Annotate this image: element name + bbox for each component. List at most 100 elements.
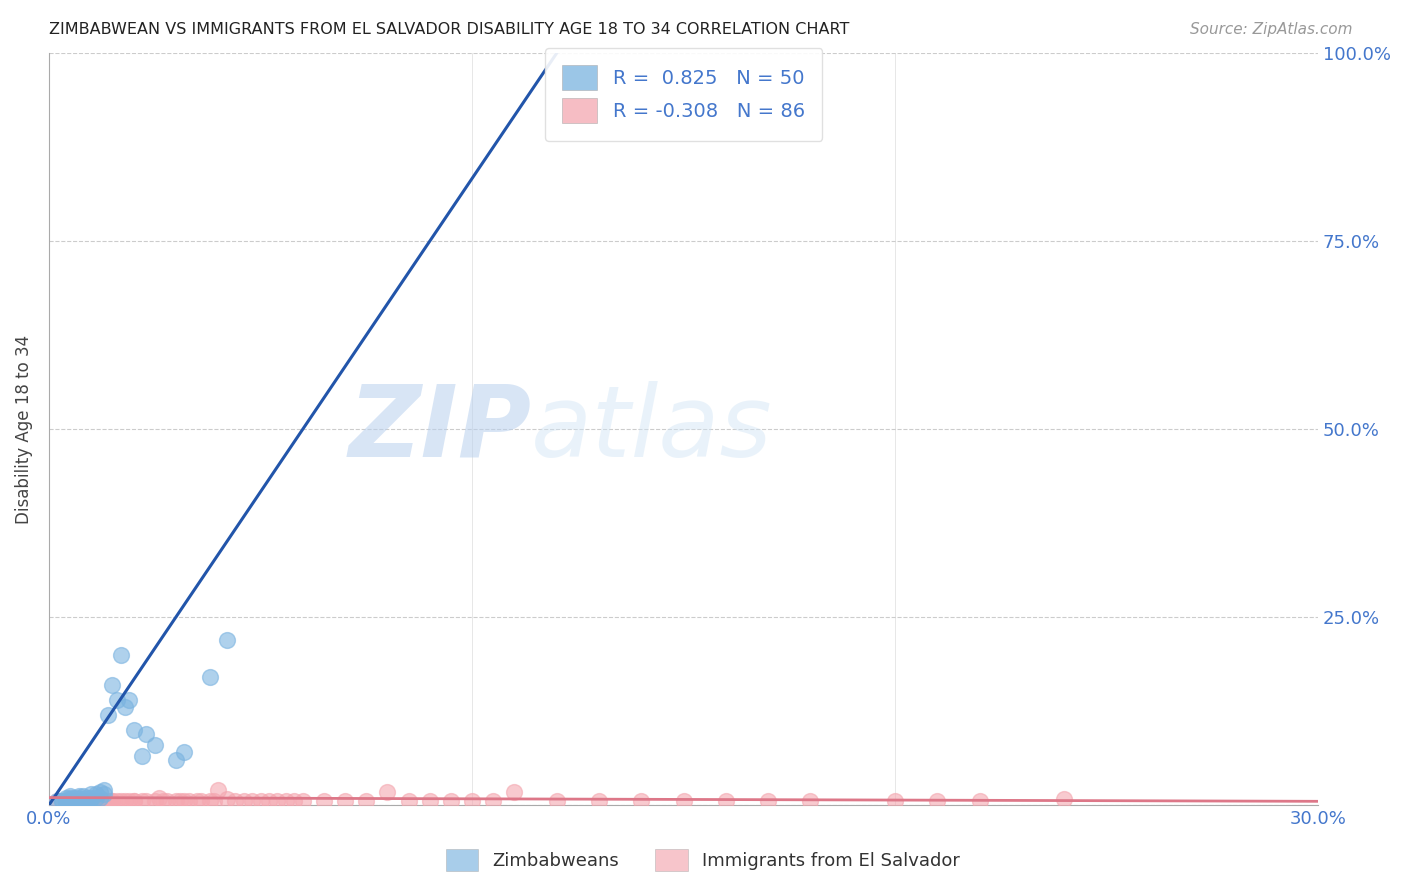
Point	[63, 794, 86, 808]
Point	[72, 789, 94, 803]
Point	[67, 792, 90, 806]
Point	[333, 794, 356, 808]
Point	[143, 794, 166, 808]
Point	[55, 794, 77, 808]
Point	[190, 794, 212, 808]
Point	[257, 794, 280, 808]
Point	[135, 726, 157, 740]
Point	[63, 794, 86, 808]
Point	[131, 749, 153, 764]
Text: ZIMBABWEAN VS IMMIGRANTS FROM EL SALVADOR DISABILITY AGE 18 TO 34 CORRELATION CH: ZIMBABWEAN VS IMMIGRANTS FROM EL SALVADO…	[49, 22, 849, 37]
Point	[588, 794, 610, 808]
Point	[59, 794, 82, 808]
Point	[89, 794, 111, 808]
Point	[80, 792, 103, 806]
Point	[969, 794, 991, 808]
Point	[165, 794, 187, 808]
Point	[51, 794, 73, 808]
Point	[198, 794, 221, 808]
Point	[169, 794, 191, 808]
Point	[84, 794, 107, 808]
Point	[59, 790, 82, 805]
Point	[72, 794, 94, 808]
Point	[1053, 792, 1076, 806]
Point	[59, 794, 82, 808]
Point	[89, 784, 111, 798]
Point	[59, 794, 82, 808]
Point	[165, 753, 187, 767]
Point	[266, 794, 288, 808]
Point	[97, 707, 120, 722]
Point	[546, 794, 568, 808]
Point	[46, 794, 69, 808]
Point	[76, 794, 98, 808]
Point	[76, 794, 98, 808]
Point	[173, 746, 195, 760]
Point	[59, 794, 82, 808]
Point	[105, 693, 128, 707]
Point	[63, 794, 86, 808]
Point	[215, 632, 238, 647]
Point	[101, 678, 124, 692]
Point	[59, 792, 82, 806]
Point	[122, 794, 145, 808]
Point	[84, 787, 107, 801]
Point	[148, 790, 170, 805]
Point	[232, 794, 254, 808]
Y-axis label: Disability Age 18 to 34: Disability Age 18 to 34	[15, 334, 32, 524]
Legend: R =  0.825   N = 50, R = -0.308   N = 86: R = 0.825 N = 50, R = -0.308 N = 86	[544, 48, 823, 141]
Point	[63, 794, 86, 808]
Point	[215, 792, 238, 806]
Point	[55, 790, 77, 805]
Point	[274, 794, 297, 808]
Point	[672, 794, 695, 808]
Point	[440, 794, 463, 808]
Point	[118, 693, 141, 707]
Point	[59, 794, 82, 808]
Point	[51, 794, 73, 808]
Point	[67, 794, 90, 808]
Point	[101, 794, 124, 808]
Point	[76, 792, 98, 806]
Point	[110, 794, 132, 808]
Point	[72, 794, 94, 808]
Point	[67, 794, 90, 808]
Point	[101, 794, 124, 808]
Point	[59, 794, 82, 808]
Point	[356, 794, 378, 808]
Point	[398, 794, 420, 808]
Point	[80, 794, 103, 808]
Point	[143, 738, 166, 752]
Point	[156, 794, 179, 808]
Point	[93, 787, 115, 801]
Point	[135, 794, 157, 808]
Point	[76, 790, 98, 805]
Point	[461, 794, 484, 808]
Point	[122, 723, 145, 737]
Point	[89, 794, 111, 808]
Text: atlas: atlas	[531, 381, 773, 477]
Point	[884, 794, 907, 808]
Point	[131, 794, 153, 808]
Text: Source: ZipAtlas.com: Source: ZipAtlas.com	[1189, 22, 1353, 37]
Point	[756, 794, 779, 808]
Point	[93, 794, 115, 808]
Point	[630, 794, 652, 808]
Point	[207, 783, 229, 797]
Point	[419, 794, 441, 808]
Point	[173, 794, 195, 808]
Point	[240, 794, 263, 808]
Point	[799, 794, 821, 808]
Point	[46, 794, 69, 808]
Point	[80, 790, 103, 805]
Point	[63, 790, 86, 805]
Point	[59, 789, 82, 803]
Point	[114, 700, 136, 714]
Point	[72, 794, 94, 808]
Point	[118, 794, 141, 808]
Point	[105, 794, 128, 808]
Point	[202, 794, 225, 808]
Point	[122, 794, 145, 808]
Point	[198, 670, 221, 684]
Point	[80, 794, 103, 808]
